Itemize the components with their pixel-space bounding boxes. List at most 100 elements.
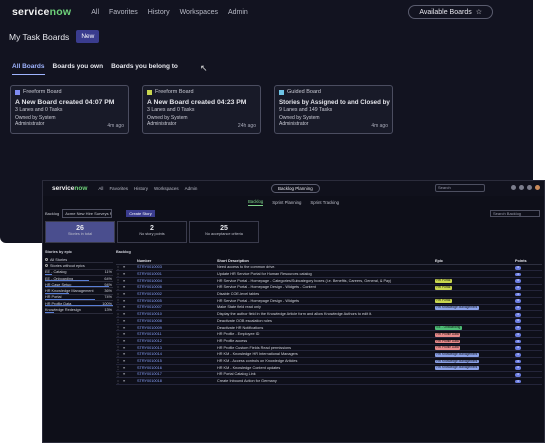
table-row[interactable]: ⋮ ≡ STRY0010017 HR Portal Catalog Link 4 xyxy=(116,372,542,379)
story-number[interactable]: STRY0010003 xyxy=(137,265,162,270)
nav-history[interactable]: History xyxy=(133,186,148,191)
tab-boards-you-own[interactable]: Boards you own xyxy=(52,63,104,70)
servicenow-logo[interactable]: servicenow xyxy=(52,185,88,192)
row-menu-icon[interactable]: ≡ xyxy=(123,278,126,283)
row-menu-icon[interactable]: ≡ xyxy=(123,365,126,370)
story-number[interactable]: STRY0010013 xyxy=(137,345,162,350)
row-menu-icon[interactable]: ≡ xyxy=(123,358,126,363)
tab-boards-you-belong-to[interactable]: Boards you belong to xyxy=(111,63,178,70)
table-row[interactable]: ⋮ ≡ STRY0010001 Update HR Service Portal fo… xyxy=(116,271,542,278)
drag-handle-icon[interactable]: ⋮ xyxy=(116,312,120,317)
row-menu-icon[interactable]: ≡ xyxy=(123,305,126,310)
nav-admin[interactable]: Admin xyxy=(227,8,248,16)
story-number[interactable]: STRY0010014 xyxy=(137,352,162,357)
drag-handle-icon[interactable]: ⋮ xyxy=(116,319,120,324)
nav-all[interactable]: All xyxy=(98,186,104,191)
tab-all-boards[interactable]: All Boards xyxy=(12,63,45,75)
story-number[interactable]: STRY0010010 xyxy=(137,312,162,317)
row-menu-icon[interactable]: ≡ xyxy=(123,265,126,270)
epic-filter-item[interactable]: HR Profile Data 100% xyxy=(45,301,113,308)
story-number[interactable]: STRY0010006 xyxy=(137,285,162,290)
board-card[interactable]: Guided Board Stories by Assigned to and … xyxy=(274,85,393,134)
drag-handle-icon[interactable]: ⋮ xyxy=(116,292,120,297)
nav-all[interactable]: All xyxy=(91,8,99,16)
epic-filter-item[interactable]: EE - Catalog 11% xyxy=(45,270,113,276)
drag-handle-icon[interactable]: ⋮ xyxy=(116,285,120,290)
col-number[interactable]: Number xyxy=(137,258,152,263)
servicenow-logo[interactable]: servicenow xyxy=(12,6,72,18)
row-menu-icon[interactable]: ≡ xyxy=(123,338,126,343)
drag-handle-icon[interactable]: ⋮ xyxy=(116,299,120,304)
epic-filter-item[interactable]: Stories without epics xyxy=(45,263,113,270)
row-menu-icon[interactable]: ≡ xyxy=(123,298,126,303)
drag-handle-icon[interactable]: ⋮ xyxy=(116,305,120,310)
row-menu-icon[interactable]: ≡ xyxy=(123,285,126,290)
table-row[interactable]: ⋮ ≡ STRY0010018 Create Inbound Action for G… xyxy=(116,378,542,385)
board-card[interactable]: Freeform Board A New Board created 04:23… xyxy=(142,85,261,134)
drag-handle-icon[interactable]: ⋮ xyxy=(116,366,120,371)
row-menu-icon[interactable]: ≡ xyxy=(123,292,126,297)
table-row[interactable]: ⋮ ≡ STRY0010008 Deactivate OOB escalation r… xyxy=(116,318,542,325)
row-menu-icon[interactable]: ≡ xyxy=(123,318,126,323)
bell-icon[interactable] xyxy=(527,185,532,190)
story-number[interactable]: STRY0010005 xyxy=(137,298,162,303)
story-number[interactable]: STRY0010012 xyxy=(137,338,162,343)
row-menu-icon[interactable]: ≡ xyxy=(123,345,126,350)
stat-no-criteria[interactable]: 25 No acceptance criteria xyxy=(189,221,259,243)
table-row[interactable]: ⋮ ≡ STRY0010014 HR KM - Knowledge HR Intern… xyxy=(116,351,542,359)
table-row[interactable]: ⋮ ≡ STRY0010010 Display the author field in… xyxy=(116,311,542,318)
row-menu-icon[interactable]: ≡ xyxy=(123,272,126,277)
tab-sprint-tracking[interactable]: Sprint Tracking xyxy=(310,199,340,205)
tab-sprint-planning[interactable]: Sprint Planning xyxy=(272,199,302,205)
row-menu-icon[interactable]: ≡ xyxy=(123,312,126,317)
table-row[interactable]: ⋮ ≡ STRY0010015 HR KM - Access controls on … xyxy=(116,358,542,365)
drag-handle-icon[interactable]: ⋮ xyxy=(116,279,120,284)
radio-icon[interactable] xyxy=(45,264,48,268)
radio-icon[interactable] xyxy=(45,258,48,262)
row-menu-icon[interactable]: ≡ xyxy=(123,352,126,357)
epic-filter-item[interactable]: HR Portal 74% xyxy=(45,295,113,302)
nav-favorites[interactable]: Favorites xyxy=(109,186,128,191)
nav-workspaces[interactable]: Workspaces xyxy=(153,186,179,191)
row-menu-icon[interactable]: ≡ xyxy=(123,372,126,377)
epic-filter-item[interactable]: Knowledge Redesign 13% xyxy=(45,307,113,314)
story-number[interactable]: STRY0010015 xyxy=(137,358,162,363)
stat-no-points[interactable]: 2 No story points xyxy=(117,221,187,243)
help-icon[interactable] xyxy=(519,185,524,190)
backlog-select[interactable]: Acme New Hire Surveys P... xyxy=(62,209,113,218)
story-number[interactable]: STRY0010004 xyxy=(137,278,162,283)
epic-filter-item[interactable]: EE - Onboarding 64% xyxy=(45,276,113,283)
table-row[interactable]: ⋮ ≡ STRY0010009 Deactivate HR Notifications… xyxy=(116,325,542,332)
story-number[interactable]: STRY0010002 xyxy=(137,292,162,297)
table-row[interactable]: ⋮ ≡ STRY0010016 HR KM - Knowledge Content u… xyxy=(116,365,542,372)
row-menu-icon[interactable]: ≡ xyxy=(123,325,126,330)
story-number[interactable]: STRY0010017 xyxy=(137,372,162,377)
drag-handle-icon[interactable]: ⋮ xyxy=(116,326,120,331)
story-number[interactable]: STRY0010001 xyxy=(137,272,162,277)
create-story-button[interactable]: Create Story xyxy=(126,210,155,217)
drag-handle-icon[interactable]: ⋮ xyxy=(116,352,120,357)
drag-handle-icon[interactable]: ⋮ xyxy=(116,265,120,270)
col-epic[interactable]: Epic xyxy=(435,258,444,263)
story-number[interactable]: STRY0010018 xyxy=(137,379,162,384)
drag-handle-icon[interactable]: ⋮ xyxy=(116,359,120,364)
available-boards-button[interactable]: Available Boards ☆ xyxy=(408,5,493,19)
search-backlog-input[interactable]: Search Backlog xyxy=(490,210,540,217)
table-row[interactable]: ⋮ ≡ STRY0010007 Make State field read only H… xyxy=(116,305,542,312)
nav-favorites[interactable]: Favorites xyxy=(109,8,138,16)
epic-filter-item[interactable]: All Stories xyxy=(45,257,113,264)
nav-workspaces[interactable]: Workspaces xyxy=(179,8,218,16)
table-row[interactable]: ⋮ ≡ STRY0010013 HR Profile Custom Fields Re… xyxy=(116,345,542,352)
drag-handle-icon[interactable]: ⋮ xyxy=(116,346,120,351)
board-card[interactable]: Freeform Board A New Board created 04:07… xyxy=(10,85,129,134)
story-number[interactable]: STRY0010008 xyxy=(137,318,162,323)
table-row[interactable]: ⋮ ≡ STRY0010012 HR Profile access HR Profile… xyxy=(116,338,542,345)
backlog-planning-chip[interactable]: Backlog Planning xyxy=(271,184,320,193)
drag-handle-icon[interactable]: ⋮ xyxy=(116,339,120,344)
tab-backlog[interactable]: Backlog xyxy=(247,198,264,206)
epic-filter-item[interactable]: HR Case Setup 94% xyxy=(45,282,113,289)
drag-handle-icon[interactable]: ⋮ xyxy=(116,332,120,337)
row-menu-icon[interactable]: ≡ xyxy=(123,332,126,337)
story-number[interactable]: STRY0010007 xyxy=(137,305,162,310)
table-row[interactable]: ⋮ ≡ STRY0010005 HR Service Portal - Homepag… xyxy=(116,298,542,305)
